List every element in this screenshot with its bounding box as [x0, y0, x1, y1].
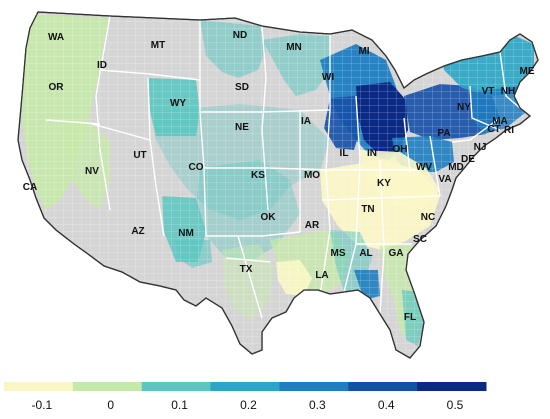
- state-label-il: IL: [340, 148, 349, 159]
- map-body: [17, 11, 539, 359]
- color-legend: -0.1 0 0.1 0.2 0.3 0.4 0.5: [4, 382, 487, 412]
- state-border: [147, 77, 165, 237]
- state-label-vt: VT: [482, 86, 495, 97]
- state-label-mi: MI: [358, 46, 369, 57]
- state-label-ne: NE: [235, 122, 249, 133]
- state-label-tn: TN: [361, 204, 374, 215]
- state-label-az: AZ: [131, 226, 144, 237]
- state-label-la: LA: [315, 270, 328, 281]
- state-border: [469, 85, 501, 131]
- state-label-ca: CA: [23, 182, 37, 193]
- state-label-ia: IA: [301, 116, 311, 127]
- state-border: [261, 25, 269, 211]
- state-label-wa: WA: [48, 32, 64, 43]
- state-label-de: DE: [461, 154, 475, 165]
- state-border: [200, 109, 331, 113]
- legend-tick-label: 0.5: [447, 398, 464, 412]
- state-label-va: VA: [438, 174, 451, 185]
- state-label-ms: MS: [331, 248, 346, 259]
- state-border: [343, 95, 361, 293]
- state-label-ga: GA: [389, 248, 404, 259]
- state-label-id: ID: [97, 60, 107, 71]
- legend-swatch: [72, 382, 143, 391]
- state-label-ut: UT: [133, 150, 146, 161]
- legend-tick-label: 0.3: [309, 398, 326, 412]
- state-label-in: IN: [367, 148, 377, 159]
- state-label-ct: CT: [487, 124, 500, 135]
- state-label-ks: KS: [251, 170, 265, 181]
- state-border: [225, 257, 271, 263]
- state-borders: [45, 15, 521, 319]
- state-label-or: OR: [49, 82, 65, 93]
- state-label-nm: NM: [178, 228, 194, 239]
- state-label-wv: WV: [416, 162, 432, 173]
- legend-swatch: [417, 382, 487, 391]
- state-border: [429, 135, 441, 197]
- state-label-pa: PA: [437, 128, 450, 139]
- state-label-co: CO: [189, 162, 204, 173]
- state-label-wi: WI: [322, 72, 334, 83]
- state-border: [99, 69, 201, 81]
- state-border: [206, 231, 301, 237]
- state-border: [91, 123, 151, 141]
- state-label-nc: NC: [421, 212, 435, 223]
- state-label-nh: NH: [501, 86, 515, 97]
- state-border: [204, 167, 331, 171]
- legend-swatch: [141, 382, 212, 391]
- state-label-tx: TX: [240, 264, 253, 275]
- state-label-ok: OK: [261, 212, 277, 223]
- legend-swatch: [348, 382, 418, 391]
- state-border: [319, 34, 331, 297]
- state-label-mo: MO: [304, 170, 320, 181]
- state-label-mt: MT: [151, 40, 165, 51]
- state-label-ny: NY: [457, 102, 471, 113]
- state-label-al: AL: [359, 248, 372, 259]
- legend-tick-label: -0.1: [32, 398, 53, 412]
- legend-tick-label: 0.1: [171, 398, 188, 412]
- legend-swatch: [279, 382, 349, 391]
- state-border: [499, 51, 521, 109]
- legend-swatch: [210, 382, 280, 391]
- legend-tick-label: 0: [107, 398, 114, 412]
- state-label-sd: SD: [235, 82, 249, 93]
- state-label-sc: SC: [413, 234, 427, 245]
- state-border: [95, 95, 111, 211]
- county-grid: [18, 12, 538, 358]
- state-border: [45, 119, 101, 125]
- state-border: [237, 235, 263, 319]
- state-label-nd: ND: [233, 30, 247, 41]
- state-label-nj: NJ: [474, 142, 487, 153]
- state-label-nv: NV: [85, 166, 99, 177]
- state-label-wy: WY: [170, 98, 186, 109]
- state-label-fl: FL: [404, 312, 416, 323]
- state-label-ar: AR: [305, 220, 320, 231]
- state-label-oh: OH: [393, 144, 408, 155]
- state-border: [199, 20, 207, 237]
- legend-tick-label: 0.4: [378, 398, 395, 412]
- state-label-ma: MA: [492, 116, 508, 127]
- us-border: [17, 11, 539, 359]
- legend-tick-label: 0.2: [240, 398, 257, 412]
- state-border: [403, 117, 411, 173]
- state-label-ri: RI: [504, 125, 514, 136]
- state-label-me: ME: [520, 66, 535, 77]
- state-label-md: MD: [448, 162, 464, 173]
- state-label-ky: KY: [377, 178, 391, 189]
- state-border: [321, 195, 441, 201]
- state-border: [379, 159, 385, 315]
- state-label-mn: MN: [286, 42, 302, 53]
- legend-swatch: [4, 382, 74, 391]
- state-border: [95, 15, 111, 97]
